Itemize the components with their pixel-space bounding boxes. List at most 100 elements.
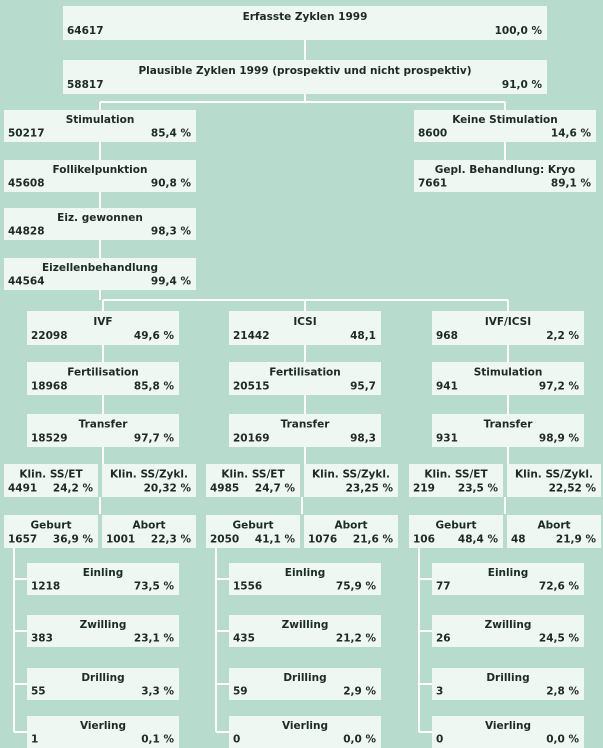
node-box — [229, 362, 381, 395]
node-count: 7661 — [418, 178, 447, 190]
node-count: 18968 — [31, 380, 68, 392]
node-box — [432, 414, 584, 447]
node-box — [27, 414, 179, 447]
node-percent: 99,4 % — [151, 276, 192, 288]
node-percent: 21,6 % — [353, 533, 394, 545]
node-label: Vierling — [80, 720, 126, 732]
node-label: IVF/ICSI — [485, 316, 531, 328]
node-percent: 97,2 % — [539, 380, 580, 392]
node-label: Drilling — [81, 672, 124, 684]
node-label: Drilling — [486, 672, 529, 684]
node-box — [102, 464, 196, 497]
node-label: Geburt — [233, 520, 274, 532]
node-percent: 0,1 % — [141, 734, 174, 746]
node-box — [414, 160, 596, 192]
node-label: Klin. SS/Zykl. — [515, 469, 593, 481]
node-label: Abort — [537, 520, 570, 532]
node-count: 50217 — [8, 128, 45, 140]
node-box — [229, 716, 381, 748]
node-box — [102, 515, 196, 548]
node-count: 20169 — [233, 432, 270, 444]
node-label: Keine Stimulation — [452, 114, 558, 126]
node-percent: 98,3 — [350, 432, 376, 444]
node-count: 941 — [436, 380, 458, 392]
node-count: 931 — [436, 432, 458, 444]
node-count: 55 — [31, 686, 46, 698]
node-count: 44828 — [8, 226, 45, 238]
node-percent: 41,1 % — [255, 533, 296, 545]
node-box — [63, 6, 547, 40]
node-label: Zwilling — [282, 619, 329, 631]
node-percent: 14,6 % — [551, 128, 592, 140]
node-percent: 21,2 % — [336, 633, 377, 645]
node-count: 8600 — [418, 128, 447, 140]
node-label: Vierling — [485, 720, 531, 732]
node-box — [414, 110, 596, 142]
node-percent: 24,2 % — [53, 482, 94, 494]
node-label: Klin. SS/Zykl. — [312, 469, 390, 481]
node-count: 20515 — [233, 380, 270, 392]
node-label: Transfer — [281, 419, 331, 431]
node-count: 2050 — [210, 533, 239, 545]
node-label: IVF — [93, 316, 112, 328]
node-count: 1218 — [31, 581, 60, 593]
node-percent: 90,8 % — [151, 178, 192, 190]
node-percent: 95,7 — [350, 380, 376, 392]
node-label: Fertilisation — [269, 367, 341, 379]
node-count: 1076 — [308, 533, 337, 545]
node-box — [409, 464, 503, 497]
node-box — [229, 615, 381, 647]
node-percent: 75,9 % — [336, 581, 377, 593]
node-box — [432, 716, 584, 748]
node-percent: 48,1 — [350, 330, 376, 342]
node-box — [4, 258, 196, 290]
node-percent: 91,0 % — [502, 79, 543, 91]
node-count: 3 — [436, 686, 443, 698]
node-label: Erfasste Zyklen 1999 — [243, 11, 368, 23]
node-label: Transfer — [484, 419, 534, 431]
node-box — [27, 615, 179, 647]
node-percent: 0,0 % — [546, 734, 579, 746]
node-label: Eizellenbehandlung — [42, 262, 158, 274]
node-count: 58817 — [67, 79, 104, 91]
node-count: 968 — [436, 330, 458, 342]
node-box — [432, 615, 584, 647]
node-percent: 98,3 % — [151, 226, 192, 238]
node-count: 22098 — [31, 330, 68, 342]
node-percent: 21,9 % — [556, 533, 597, 545]
node-percent: 36,9 % — [53, 533, 94, 545]
node-percent: 2,9 % — [343, 686, 376, 698]
node-count: 1556 — [233, 581, 262, 593]
node-percent: 72,6 % — [539, 581, 580, 593]
node-label: Drilling — [283, 672, 326, 684]
node-percent: 2,2 % — [546, 330, 579, 342]
node-percent: 22,52 % — [549, 482, 597, 494]
node-percent: 23,25 % — [346, 482, 394, 494]
node-label: Einling — [83, 567, 123, 579]
node-box — [432, 668, 584, 700]
node-percent: 0,0 % — [343, 734, 376, 746]
node-box — [4, 208, 196, 240]
node-percent: 100,0 % — [495, 25, 543, 37]
node-label: Klin. SS/ET — [221, 469, 285, 481]
node-label: Abort — [334, 520, 367, 532]
node-count: 1 — [31, 734, 38, 746]
node-percent: 73,5 % — [134, 581, 175, 593]
node-box — [304, 464, 398, 497]
node-percent: 48,4 % — [458, 533, 499, 545]
node-box — [206, 464, 300, 497]
node-percent: 85,8 % — [134, 380, 175, 392]
node-label: Geburt — [436, 520, 477, 532]
node-count: 1657 — [8, 533, 37, 545]
node-percent: 24,5 % — [539, 633, 580, 645]
node-percent: 2,8 % — [546, 686, 579, 698]
node-count: 64617 — [67, 25, 104, 37]
node-count: 21442 — [233, 330, 270, 342]
node-box — [432, 362, 584, 395]
node-box — [4, 515, 98, 548]
node-count: 77 — [436, 581, 451, 593]
node-count: 1001 — [106, 533, 135, 545]
node-percent: 85,4 % — [151, 128, 192, 140]
node-box — [27, 716, 179, 748]
